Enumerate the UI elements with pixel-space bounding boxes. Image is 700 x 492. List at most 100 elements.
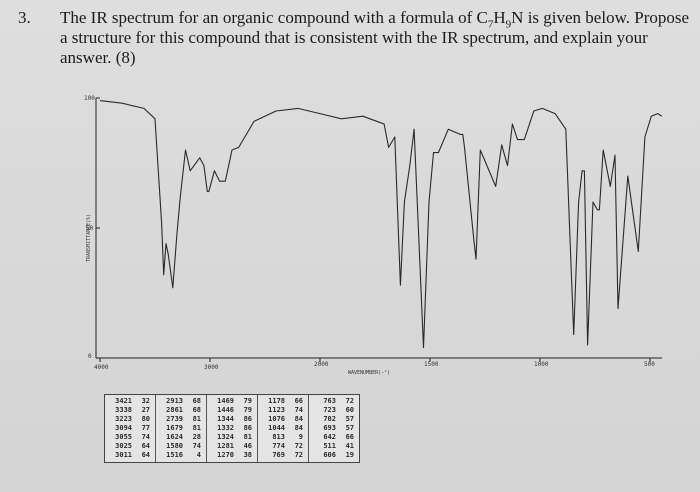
peak-table-row: 1123 74 [263, 406, 303, 415]
peak-transmittance: 81 [243, 433, 252, 441]
peak-table-row: 769 72 [263, 451, 303, 460]
peak-table-row: 1281 46 [212, 442, 252, 451]
peak-wavenumber: 769 [272, 451, 285, 459]
peak-wavenumber: 3223 [115, 415, 132, 423]
peak-transmittance: 64 [141, 442, 150, 450]
peak-wavenumber: 1076 [268, 415, 285, 423]
peak-table-row: 813 9 [263, 433, 303, 442]
peak-table-column: 763 72 723 60 702 57 693 57 642 66 511 41 606 19 [309, 395, 359, 462]
peak-table-row: 1076 84 [263, 415, 303, 424]
peak-transmittance: 41 [345, 442, 354, 450]
spectrum-trace [99, 100, 663, 349]
peak-table-row: 1332 86 [212, 424, 252, 433]
peak-transmittance: 32 [141, 397, 150, 405]
peak-transmittance: 77 [141, 424, 150, 432]
peak-wavenumber: 3094 [115, 424, 132, 432]
peak-wavenumber: 1332 [217, 424, 234, 432]
peak-transmittance: 64 [141, 451, 150, 459]
peak-table-row: 1580 74 [161, 442, 201, 451]
peak-table-row: 1344 86 [212, 415, 252, 424]
peak-wavenumber: 2913 [166, 397, 183, 405]
peak-transmittance: 19 [345, 451, 354, 459]
peak-table-row: 3223 80 [110, 415, 150, 424]
x-tick-label-1000: 1000 [534, 361, 549, 368]
peak-transmittance: 74 [294, 406, 303, 414]
peak-wavenumber: 763 [323, 397, 336, 405]
carbon-subscript: 7 [487, 18, 494, 31]
peak-transmittance: 60 [345, 406, 354, 414]
peak-transmittance: 74 [141, 433, 150, 441]
peak-wavenumber: 1281 [217, 442, 234, 450]
peak-table-row: 702 57 [314, 415, 354, 424]
peak-wavenumber: 1446 [217, 406, 234, 414]
peak-wavenumber: 1344 [217, 415, 234, 423]
peak-transmittance: 80 [141, 415, 150, 423]
peak-transmittance: 68 [192, 406, 201, 414]
question-text-part1: The IR spectrum for an organic compound … [60, 8, 488, 27]
peak-transmittance: 84 [294, 424, 303, 432]
peak-transmittance: 9 [298, 433, 303, 441]
x-tick-label-1500: 1500 [424, 361, 439, 368]
peak-wavenumber: 1469 [217, 397, 234, 405]
peak-table-row: 606 19 [314, 451, 354, 460]
peak-table-row: 1469 79 [212, 397, 252, 406]
peak-table-column: 1178 66 1123 74 1076 84 1044 84 813 9 774 72 769 72 [258, 395, 309, 462]
peak-table-row: 1516 4 [161, 451, 201, 460]
peak-transmittance: 72 [345, 397, 354, 405]
question-text-part2: N is given below. Propose a structure fo… [60, 8, 690, 67]
peak-transmittance: 79 [243, 397, 252, 405]
y-tick-label-0: 0 [88, 353, 92, 360]
peak-wavenumber: 1178 [268, 397, 285, 405]
peak-transmittance: 86 [243, 415, 252, 423]
peak-wavenumber: 1580 [166, 442, 183, 450]
peak-table-row: 1624 28 [161, 433, 201, 442]
peak-table-column: 3421 32 3338 27 3223 80 3094 77 3055 74 3025 64 3011… [105, 395, 156, 462]
peak-wavenumber: 1324 [217, 433, 234, 441]
x-tick-label-2000: 2000 [314, 361, 329, 368]
hydrogen-symbol: H [493, 8, 506, 27]
peak-wavenumber: 642 [323, 433, 336, 441]
peak-wavenumber: 723 [323, 406, 336, 414]
peak-table-row: 1178 66 [263, 397, 303, 406]
peak-table-row: 693 57 [314, 424, 354, 433]
peak-wavenumber: 606 [323, 451, 336, 459]
peak-table-row: 1044 84 [263, 424, 303, 433]
peak-transmittance: 38 [243, 451, 252, 459]
x-tick-label-4000: 4000 [94, 364, 109, 371]
y-tick-label-100: 100 [84, 95, 95, 102]
peak-table-row: 1446 79 [212, 406, 252, 415]
question-number: 3. [18, 8, 31, 27]
peak-transmittance: 68 [192, 397, 201, 405]
x-axis-title: WAVENUMBER(-¹) [348, 370, 390, 376]
peak-transmittance: 27 [141, 406, 150, 414]
peak-wavenumber: 774 [272, 442, 285, 450]
peak-table: 3421 32 3338 27 3223 80 3094 77 3055 74 3025 64 3011… [104, 394, 360, 463]
peak-wavenumber: 702 [323, 415, 336, 423]
peak-table-column: 2913 68 2861 68 2739 81 1679 81 1624 28 1580 74 1516… [156, 395, 207, 462]
peak-wavenumber: 3025 [115, 442, 132, 450]
peak-table-row: 1679 81 [161, 424, 201, 433]
hydrogen-subscript: 9 [505, 18, 512, 31]
peak-wavenumber: 1123 [268, 406, 285, 414]
peak-transmittance: 46 [243, 442, 252, 450]
peak-transmittance: 74 [192, 442, 201, 450]
peak-table-row: 3055 74 [110, 433, 150, 442]
peak-wavenumber: 3055 [115, 433, 132, 441]
peak-transmittance: 28 [192, 433, 201, 441]
peak-table-row: 2861 68 [161, 406, 201, 415]
peak-table-row: 3094 77 [110, 424, 150, 433]
peak-transmittance: 4 [196, 451, 201, 459]
peak-wavenumber: 1679 [166, 424, 183, 432]
x-tick-label-3000: 3000 [204, 364, 219, 371]
peak-table-row: 1324 81 [212, 433, 252, 442]
peak-wavenumber: 3338 [115, 406, 132, 414]
peak-table-row: 511 41 [314, 442, 354, 451]
peak-transmittance: 57 [345, 424, 354, 432]
peak-wavenumber: 1270 [217, 451, 234, 459]
peak-wavenumber: 511 [323, 442, 336, 450]
peak-transmittance: 57 [345, 415, 354, 423]
peak-table-row: 1270 38 [212, 451, 252, 460]
peak-transmittance: 81 [192, 424, 201, 432]
